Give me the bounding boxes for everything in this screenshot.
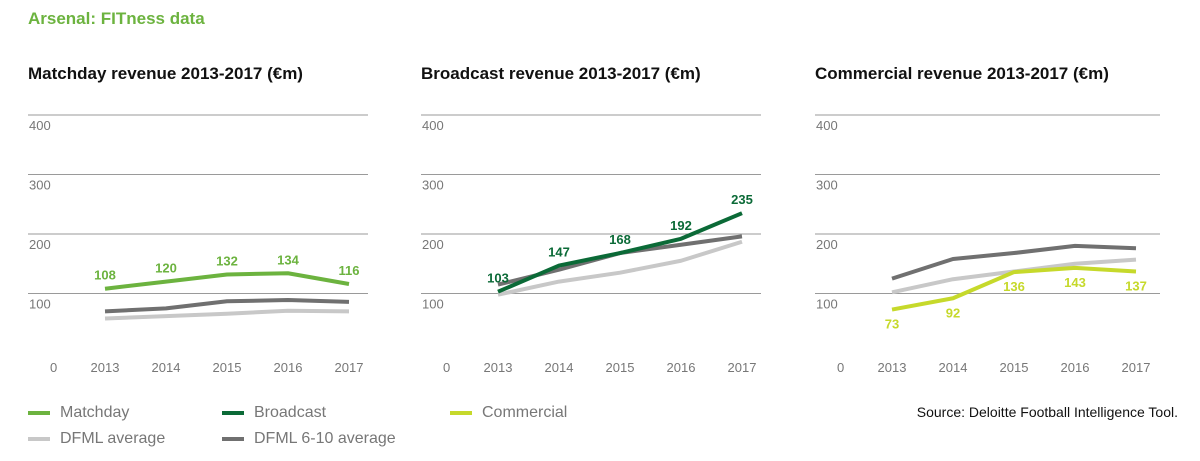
series-line-dfml-6-10-average: [104, 298, 350, 314]
x-tick-label: 2015: [606, 360, 635, 375]
data-label-matchday: 108: [94, 268, 116, 283]
x-tick-label: 2014: [545, 360, 574, 375]
data-label-commercial: 137: [1125, 278, 1147, 293]
x-tick-label: 2017: [728, 360, 757, 375]
legend-swatch-broadcast: [222, 411, 244, 415]
broadcast-chart-title: Broadcast revenue 2013-2017 (€m): [421, 64, 701, 83]
data-label-matchday: 120: [155, 261, 177, 276]
y-tick-label: 300: [816, 178, 838, 193]
data-label-commercial: 73: [885, 317, 899, 332]
x-tick-label: 2013: [484, 360, 513, 375]
x-tick-label: 2016: [274, 360, 303, 375]
legend-item-broadcast: Broadcast: [222, 404, 326, 422]
data-label-matchday: 134: [277, 252, 299, 267]
matchday-chart-title: Matchday revenue 2013-2017 (€m): [28, 64, 303, 83]
data-label-broadcast: 103: [487, 271, 509, 286]
x-tick-label: 2013: [91, 360, 120, 375]
series-line-broadcast: [497, 211, 743, 294]
data-label-broadcast: 147: [548, 245, 570, 260]
data-label-commercial: 136: [1003, 279, 1025, 294]
source-note: Source: Deloitte Football Intelligence T…: [916, 404, 1178, 420]
y-tick-label: 100: [29, 297, 51, 312]
y-tick-label: 0: [837, 360, 844, 375]
broadcast-chart: 0 100 200 300 400 2013 2014 2015 2016 2017 103 147 1…: [421, 114, 761, 375]
data-label-broadcast: 192: [670, 218, 692, 233]
y-tick-label: 400: [816, 118, 838, 133]
y-tick-label: 100: [422, 297, 444, 312]
y-tick-label: 300: [422, 178, 444, 193]
legend-label-broadcast: Broadcast: [254, 404, 327, 421]
page-title: Arsenal: FITness data: [28, 9, 205, 28]
data-label-broadcast: 168: [609, 232, 631, 247]
y-tick-label: 400: [29, 118, 51, 133]
x-tick-label: 2017: [1122, 360, 1151, 375]
series-line-matchday: [104, 271, 350, 291]
y-tick-label: 200: [816, 237, 838, 252]
legend-label-dfml-6-10-average: DFML 6-10 average: [254, 430, 396, 447]
legend-swatch-commercial: [450, 411, 472, 415]
x-tick-label: 2013: [878, 360, 907, 375]
x-tick-label: 2014: [939, 360, 968, 375]
y-tick-label: 0: [50, 360, 57, 375]
legend-label-dfml-average: DFML average: [60, 430, 166, 447]
legend-swatch-dfml-6-10-average: [222, 437, 244, 441]
series-line-dfml-average: [497, 239, 743, 297]
x-tick-label: 2017: [335, 360, 364, 375]
x-tick-label: 2015: [1000, 360, 1029, 375]
y-tick-label: 200: [29, 237, 51, 252]
legend-item-commercial: Commercial: [450, 404, 567, 422]
legend-item-matchday: Matchday: [28, 404, 129, 422]
data-label-matchday: 132: [216, 253, 238, 268]
y-tick-label: 100: [816, 297, 838, 312]
commercial-chart: 0 100 200 300 400 2013 2014 2015 2016 2017 73 92 136…: [815, 114, 1160, 375]
data-label-commercial: 143: [1064, 275, 1086, 290]
y-tick-label: 0: [443, 360, 450, 375]
series-line-dfml-average: [104, 308, 350, 321]
x-tick-label: 2016: [667, 360, 696, 375]
legend-item-dfml-6-10-average: DFML 6-10 average: [222, 430, 396, 448]
matchday-chart: 0 100 200 300 400 2013 2014 2015 2016 2017 108 120 1…: [28, 114, 368, 375]
commercial-chart-title: Commercial revenue 2013-2017 (€m): [815, 64, 1109, 83]
y-tick-label: 200: [422, 237, 444, 252]
y-tick-label: 400: [422, 118, 444, 133]
data-label-broadcast: 235: [731, 192, 753, 207]
legend-label-commercial: Commercial: [482, 404, 568, 421]
legend-item-dfml-average: DFML average: [28, 430, 165, 448]
series-line-commercial: [891, 265, 1137, 312]
series-line-dfml-6-10-average: [891, 243, 1137, 281]
data-label-matchday: 116: [339, 263, 360, 278]
legend-label-matchday: Matchday: [60, 404, 130, 421]
legend-swatch-dfml-average: [28, 437, 50, 441]
x-tick-label: 2015: [213, 360, 242, 375]
y-tick-label: 300: [29, 178, 51, 193]
x-tick-label: 2014: [152, 360, 181, 375]
x-tick-label: 2016: [1061, 360, 1090, 375]
data-label-commercial: 92: [946, 305, 960, 320]
legend-swatch-matchday: [28, 411, 50, 415]
